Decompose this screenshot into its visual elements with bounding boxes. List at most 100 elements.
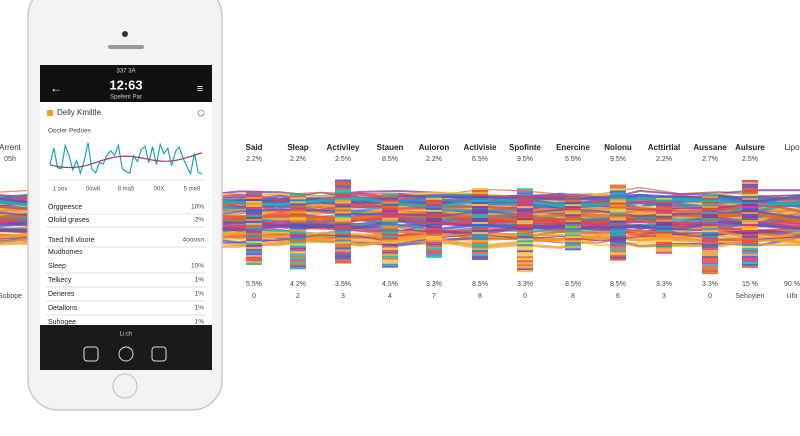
column-stripe <box>290 227 306 230</box>
column-stripe <box>426 255 442 258</box>
column-stripe <box>610 246 626 249</box>
column-stripe <box>565 216 581 219</box>
column-stripe <box>610 238 626 241</box>
column-stripe <box>426 205 442 208</box>
column-stripe <box>290 223 306 226</box>
column-stripe <box>702 202 718 205</box>
column-mid: 3.3% <box>426 281 442 288</box>
column-stripe <box>565 214 581 217</box>
column-stripe <box>335 179 351 182</box>
column-stripe <box>565 204 581 207</box>
menu-button[interactable]: ≡ <box>197 83 203 95</box>
row-value: 1% <box>195 277 205 284</box>
column-stripe <box>742 229 758 232</box>
column-stripe <box>472 254 488 257</box>
row-value: 10% <box>191 204 204 211</box>
column-stripe <box>610 228 626 231</box>
column-stripe <box>565 208 581 211</box>
column-stripe <box>472 224 488 227</box>
column-stripe <box>610 244 626 247</box>
column-stripe <box>246 240 262 243</box>
column-stripe <box>382 221 398 224</box>
column-stripe <box>517 262 533 265</box>
column-stripe <box>742 253 758 256</box>
column-stripe <box>382 207 398 210</box>
column-stripe <box>382 233 398 236</box>
column-stripe <box>246 194 262 197</box>
column-stripe <box>656 225 672 228</box>
column-stripe <box>610 210 626 213</box>
column-stripe <box>517 232 533 235</box>
column-stripe <box>290 233 306 236</box>
column-stripe <box>426 227 442 230</box>
column-stripe <box>246 212 262 215</box>
column-stripe <box>517 266 533 269</box>
column-stripe <box>656 215 672 218</box>
column-stripe <box>565 222 581 225</box>
column-stripe <box>517 212 533 215</box>
column-stripe <box>742 237 758 240</box>
column-stripe <box>290 249 306 252</box>
column-stripe <box>335 209 351 212</box>
column-stripe <box>472 236 488 239</box>
column-bottom: 6 <box>616 293 620 300</box>
column-stripe <box>426 229 442 232</box>
column-stripe <box>426 197 442 200</box>
column-stripe <box>742 223 758 226</box>
column-stripe <box>382 213 398 216</box>
column-stripe <box>290 231 306 234</box>
back-button[interactable]: ← <box>50 81 62 95</box>
column-stripe <box>610 242 626 245</box>
column-stripe <box>382 197 398 200</box>
home-icon[interactable] <box>118 346 134 362</box>
column-stripe <box>290 247 306 250</box>
column-stripe <box>565 200 581 203</box>
phone-icon[interactable] <box>83 346 99 362</box>
row-label: Suhogee <box>48 319 76 326</box>
column-stripe <box>565 246 581 249</box>
column-mid: 3.3% <box>656 281 672 288</box>
column-stripe <box>246 192 262 195</box>
column-stripe <box>472 228 488 231</box>
refresh-icon[interactable] <box>197 109 205 117</box>
column-stripe <box>656 245 672 248</box>
column-stripe <box>702 234 718 237</box>
column-stripe <box>656 227 672 230</box>
mail-icon[interactable] <box>151 346 167 362</box>
column-stripe <box>610 188 626 191</box>
column-stripe <box>426 221 442 224</box>
column-stripe <box>472 244 488 247</box>
column-stripe <box>517 208 533 211</box>
column-stripe <box>335 247 351 250</box>
column-header: Sleap <box>287 143 308 152</box>
column-mid: 5.5% <box>246 281 262 288</box>
row-label: Toed hill vloore <box>48 237 95 244</box>
home-button[interactable] <box>112 373 138 399</box>
column-stripe <box>742 215 758 218</box>
column-stripe <box>702 248 718 251</box>
column-stripe <box>610 254 626 257</box>
column-stripe <box>426 199 442 202</box>
column-stripe <box>565 240 581 243</box>
column-stripe <box>382 205 398 208</box>
column-stripe <box>517 240 533 243</box>
column-stripe <box>656 213 672 216</box>
column-stripe <box>426 239 442 242</box>
column-stripe <box>246 200 262 203</box>
row-label: Detallons <box>48 305 78 312</box>
column-top: 2.2% <box>290 156 306 163</box>
column-mid: 3.3% <box>702 281 718 288</box>
column-stripe <box>742 191 758 194</box>
column-stripe <box>426 203 442 206</box>
column-stripe <box>565 228 581 231</box>
column-stripe <box>610 194 626 197</box>
column-stripe <box>656 209 672 212</box>
row-value: 1% <box>195 291 205 298</box>
column-stripe <box>335 227 351 230</box>
column-stripe <box>565 248 581 251</box>
column-stripe <box>517 198 533 201</box>
chart-x-label: 0ow8 <box>86 187 101 193</box>
column-stripe <box>246 262 262 265</box>
column-top: 2.2% <box>246 156 262 163</box>
column-stripe <box>335 189 351 192</box>
